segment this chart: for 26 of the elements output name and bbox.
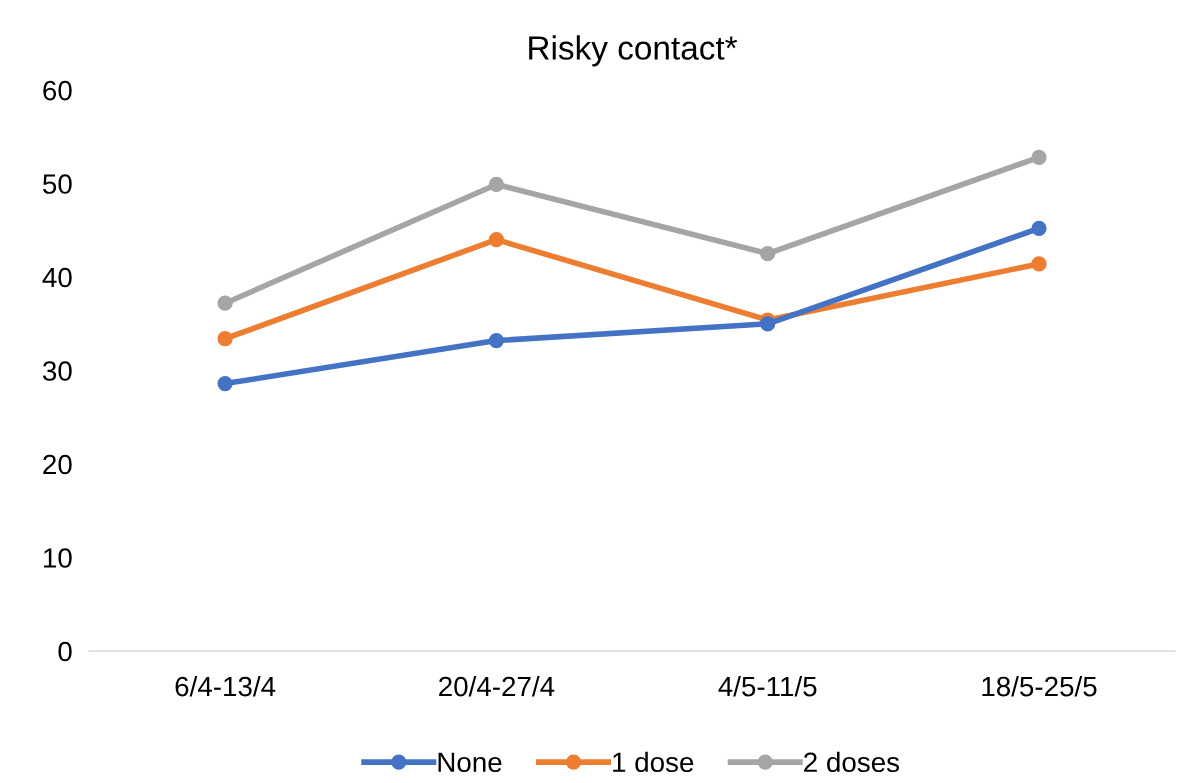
legend-label: 1 dose <box>613 751 694 773</box>
y-tick-label: 10 <box>44 548 72 568</box>
legend-label: 2 doses <box>804 751 900 773</box>
x-tick-label: 20/4-27/4 <box>439 675 555 697</box>
point <box>1031 149 1047 165</box>
point <box>760 316 776 332</box>
point <box>488 176 505 193</box>
legend-label: None <box>438 752 502 773</box>
point <box>217 331 233 347</box>
y-tick-label: 0 <box>58 641 72 662</box>
y-tick-label: 30 <box>42 361 72 381</box>
point <box>1031 220 1047 237</box>
y-tick-label: 50 <box>43 174 72 194</box>
chart-title: Risky contact* <box>529 35 738 67</box>
x-tick-label: 18/5-25/5 <box>982 675 1097 697</box>
x-tick-label: 4/5-11/5 <box>718 675 817 697</box>
point <box>217 295 233 311</box>
point <box>488 231 505 248</box>
x-tick-label: 6/4-13/4 <box>175 675 276 697</box>
point <box>217 375 233 392</box>
y-tick-label: 20 <box>43 454 72 475</box>
y-tick-label: 60 <box>43 80 72 101</box>
y-tick-label: 40 <box>42 267 72 288</box>
point <box>1031 256 1047 272</box>
point <box>488 332 505 349</box>
point <box>760 246 776 262</box>
